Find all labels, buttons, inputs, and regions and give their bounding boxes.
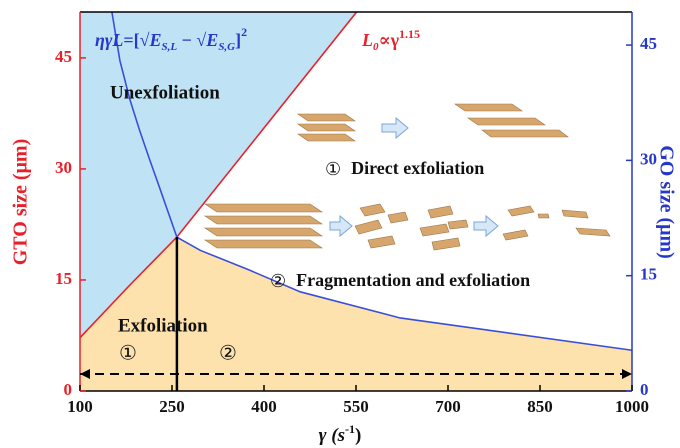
annotation: ① (119, 341, 137, 365)
y2-axis-label: GO size (μm) (655, 145, 677, 259)
y-tick-label: 0 (64, 380, 73, 399)
x-tick-label: 400 (251, 397, 277, 416)
x-tick-label: 100 (67, 397, 93, 416)
annotation: Unexfoliation (110, 82, 220, 103)
stack-after (455, 104, 568, 137)
arrow (382, 118, 408, 138)
red-label: L0∝γ1.15 (361, 27, 420, 53)
arrow (474, 216, 498, 236)
y2-tick-label: 0 (640, 380, 649, 399)
y2-tick-label: 30 (640, 149, 657, 168)
x-tick-label: 550 (343, 397, 369, 416)
y-axis-label: GTO size (μm) (10, 139, 32, 266)
y2-tick-label: 45 (640, 34, 657, 53)
y-tick-label: 30 (55, 158, 72, 177)
arrow (330, 216, 352, 236)
y-tick-label: 15 (55, 269, 72, 288)
annotation: Exfoliation (118, 315, 208, 336)
fragments (355, 204, 468, 250)
x-tick-label: 250 (159, 397, 185, 416)
y-tick-label: 45 (55, 47, 72, 66)
flakes (503, 206, 610, 240)
chart: 100250400550700850100001530450153045 ηγL… (0, 0, 680, 448)
x-tick-label: 1000 (615, 397, 649, 416)
stack-big (205, 204, 322, 248)
x-axis-label: γ (s-1) (319, 422, 362, 447)
exfoliation-region (80, 237, 632, 391)
annotation: ② (219, 341, 237, 365)
y2-tick-label: 15 (640, 265, 657, 284)
x-tick-label: 700 (435, 397, 461, 416)
x-tick-label: 850 (527, 397, 553, 416)
stack-before (298, 114, 355, 141)
